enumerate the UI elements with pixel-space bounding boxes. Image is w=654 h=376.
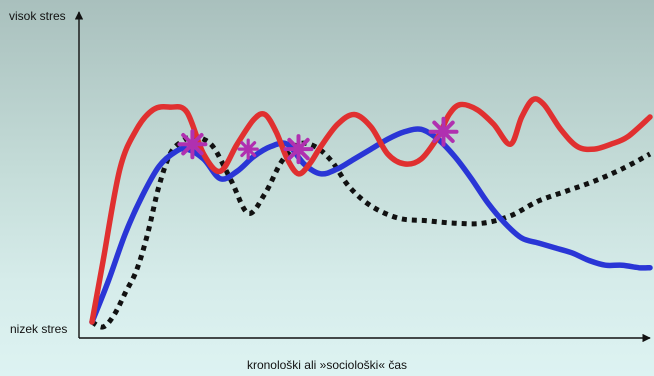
asterisk-marker	[283, 134, 314, 165]
y-axis-low-label: nizek stres	[10, 322, 68, 336]
series-layer	[89, 96, 653, 330]
asterisk-marker	[428, 116, 459, 147]
asterisk-marker	[237, 138, 259, 160]
series-line-red	[89, 96, 653, 325]
marker-layer	[177, 116, 459, 165]
x-axis-label: kronološki ali »sociološki« čas	[246, 358, 408, 372]
series-line-blue	[89, 126, 653, 325]
asterisk-marker	[177, 129, 208, 160]
y-axis-high-label: visok stres	[9, 9, 66, 23]
series-line-black	[90, 134, 652, 330]
